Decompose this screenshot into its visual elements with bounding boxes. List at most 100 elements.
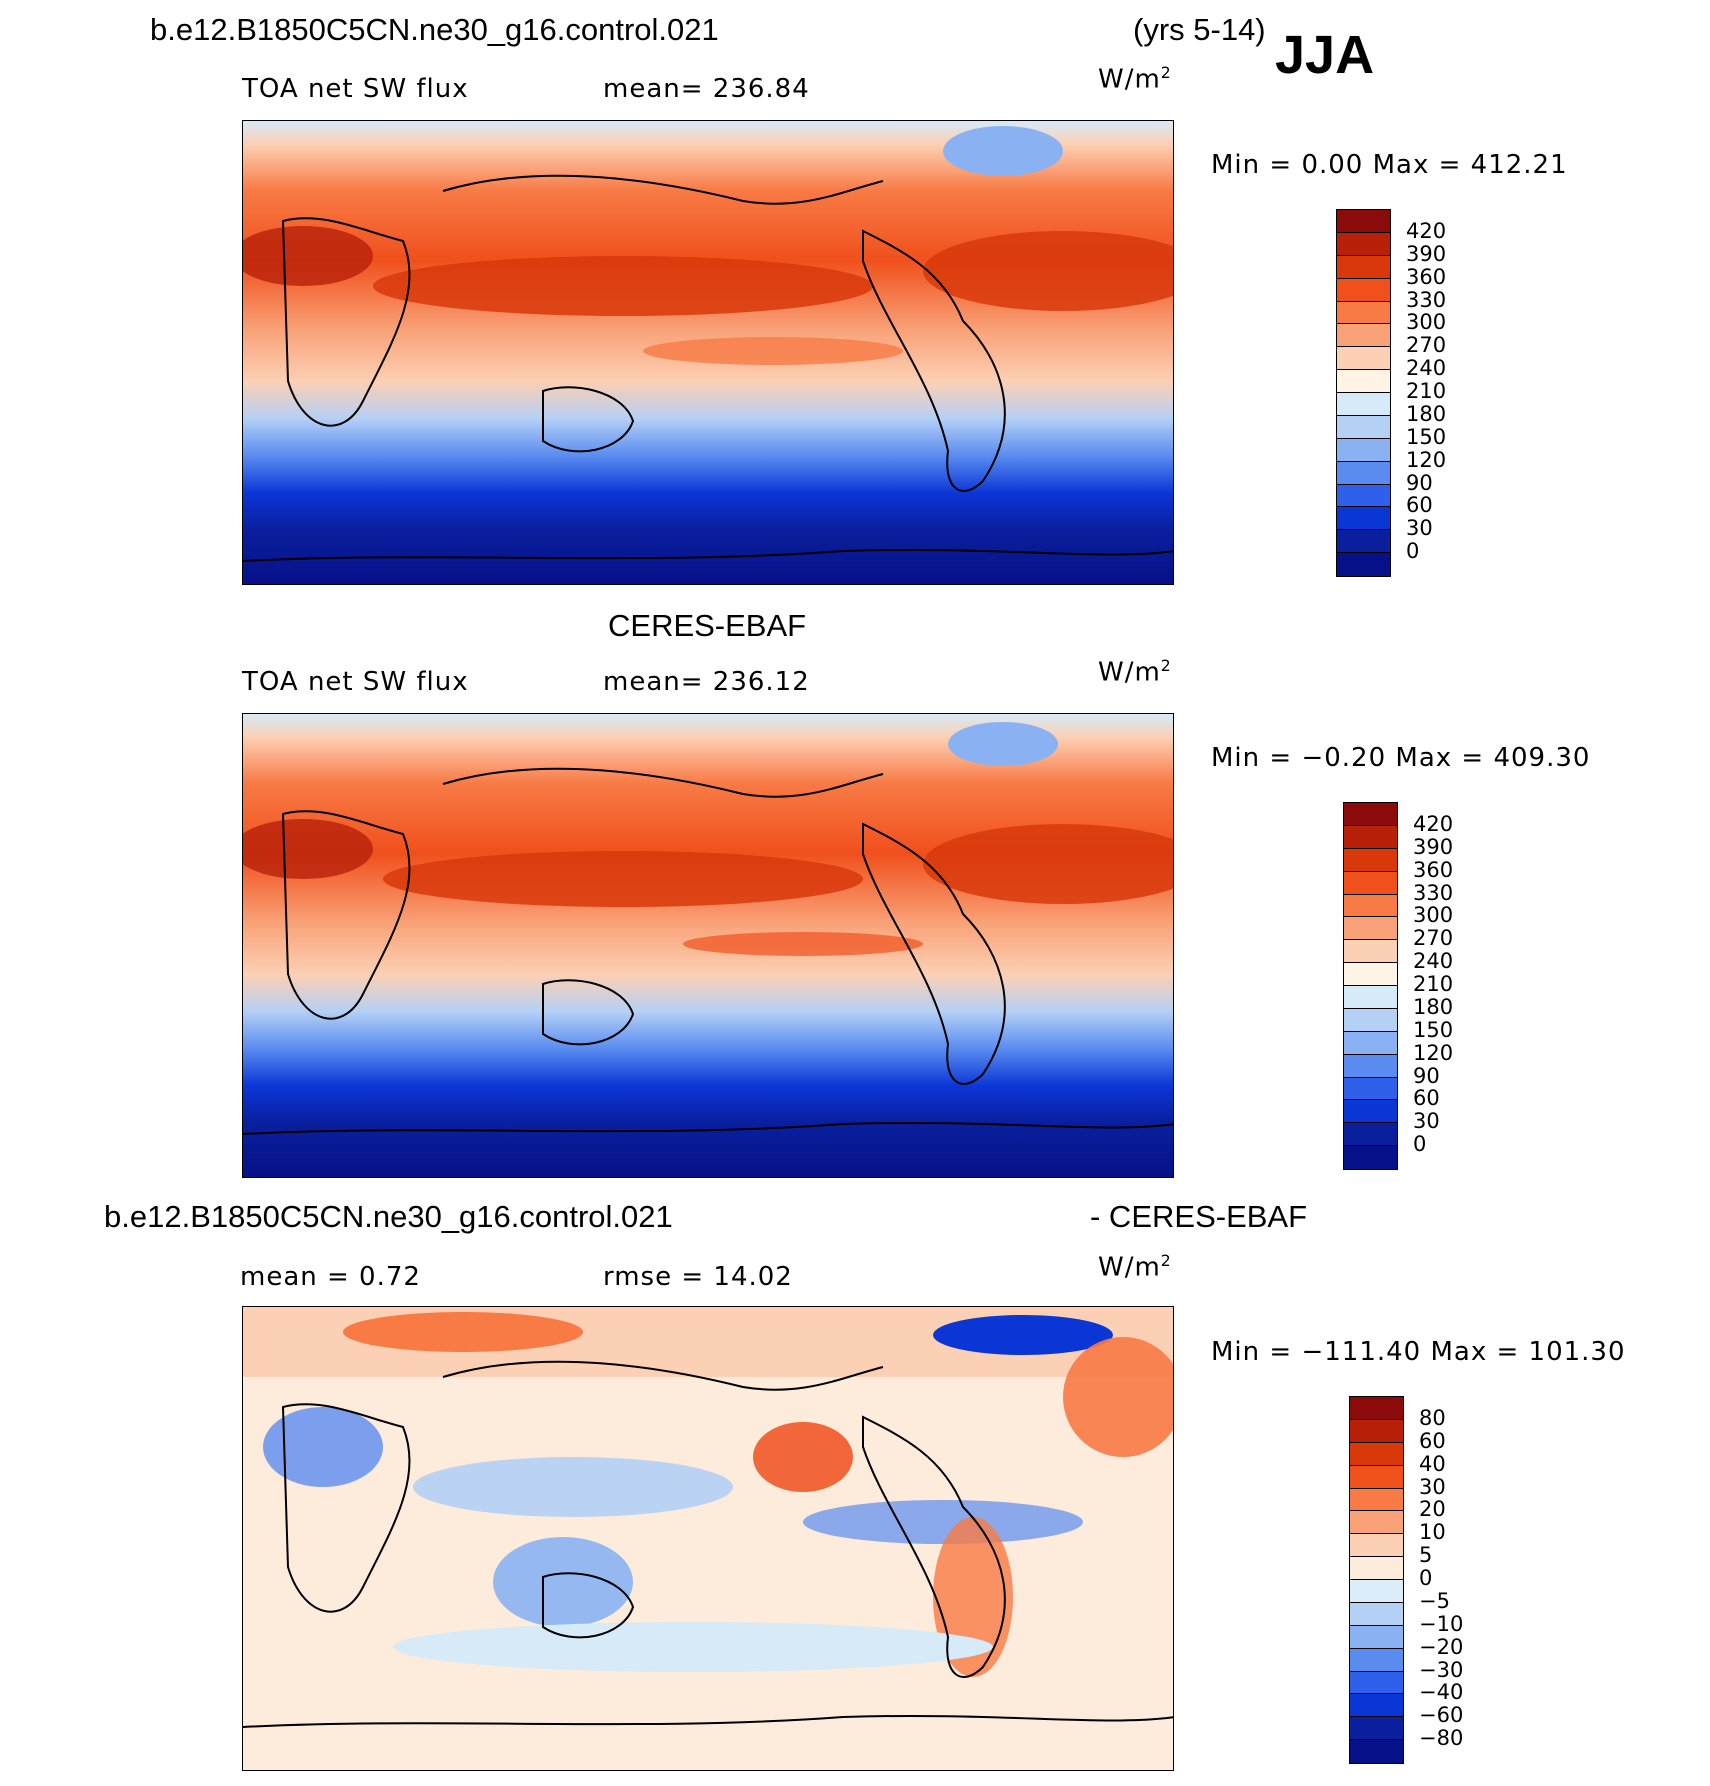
- colorbar-tick-label: 5: [1419, 1543, 1433, 1568]
- colorbar-swatch: [1350, 1465, 1403, 1489]
- panel2-map: [242, 713, 1174, 1178]
- panel3-mean: mean = 0.72: [240, 1262, 421, 1292]
- colorbar-tick-label: 180: [1413, 994, 1454, 1019]
- colorbar-tick-label: −5: [1419, 1588, 1450, 1613]
- colorbar-tick-label: −60: [1419, 1703, 1464, 1728]
- colorbar-swatch: [1344, 825, 1397, 849]
- colorbar-swatch: [1344, 803, 1397, 826]
- colorbar-tick-label: 360: [1406, 264, 1447, 289]
- colorbar-swatch: [1350, 1648, 1403, 1672]
- colorbar-tick-label: 40: [1419, 1451, 1446, 1476]
- panel2-units: W/m2: [1098, 657, 1172, 688]
- colorbar-swatch: [1344, 1008, 1397, 1032]
- colorbar-swatch: [1337, 232, 1390, 256]
- colorbar-swatch: [1350, 1671, 1403, 1695]
- colorbar-tick-label: 240: [1406, 356, 1447, 381]
- colorbar-tick-label: 330: [1406, 287, 1447, 312]
- panel1-units: W/m2: [1098, 64, 1172, 95]
- colorbar-tick-label: −40: [1419, 1680, 1464, 1705]
- colorbar-tick-label: 390: [1413, 834, 1454, 859]
- colorbar-tick-label: −20: [1419, 1634, 1464, 1659]
- colorbar-swatch: [1337, 324, 1390, 348]
- colorbar-tick-label: 60: [1419, 1428, 1446, 1453]
- colorbar-swatch: [1344, 1123, 1397, 1147]
- panel3-map: [242, 1306, 1174, 1771]
- colorbar-swatch: [1337, 393, 1390, 416]
- colorbar-tick-label: 0: [1413, 1132, 1427, 1157]
- colorbar-swatch: [1344, 1031, 1397, 1055]
- colorbar-swatch: [1337, 301, 1390, 325]
- colorbar-tick-label: 10: [1419, 1520, 1446, 1545]
- colorbar-swatch: [1350, 1740, 1403, 1763]
- panel3-units: W/m2: [1098, 1252, 1172, 1283]
- colorbar-swatch: [1337, 507, 1390, 531]
- panel3-rmse: rmse = 14.02: [603, 1262, 793, 1292]
- colorbar-tick-label: 60: [1413, 1086, 1440, 1111]
- colorbar-swatch: [1350, 1511, 1403, 1535]
- colorbar-tick-label: −10: [1419, 1611, 1464, 1636]
- colorbar-swatch: [1344, 894, 1397, 918]
- years-label: (yrs 5-14): [1133, 12, 1266, 47]
- colorbar-tick-label: −80: [1419, 1726, 1464, 1751]
- colorbar-swatch: [1344, 986, 1397, 1009]
- colorbar-swatch: [1344, 848, 1397, 872]
- colorbar-tick-label: 30: [1406, 516, 1433, 541]
- colorbar-tick-label: −30: [1419, 1657, 1464, 1682]
- colorbar-tick-label: 420: [1413, 811, 1454, 836]
- colorbar-swatch: [1344, 871, 1397, 895]
- colorbar-tick-label: 210: [1413, 972, 1454, 996]
- colorbar-tick-label: 80: [1419, 1405, 1446, 1430]
- panel2-mean: mean= 236.12: [603, 667, 810, 697]
- panel1-colorbar: [1336, 209, 1391, 577]
- panel2-title: CERES-EBAF: [608, 608, 807, 643]
- colorbar-tick-label: 20: [1419, 1497, 1446, 1522]
- colorbar-tick-label: 0: [1419, 1566, 1433, 1590]
- colorbar-swatch: [1337, 210, 1390, 233]
- colorbar-tick-label: 180: [1406, 401, 1447, 426]
- panel1-minmax: Min = 0.00 Max = 412.21: [1211, 150, 1568, 180]
- colorbar-tick-label: 420: [1406, 218, 1447, 243]
- colorbar-swatch: [1350, 1602, 1403, 1626]
- colorbar-tick-label: 90: [1406, 470, 1433, 495]
- colorbar-swatch: [1350, 1694, 1403, 1718]
- panel1-variable: TOA net SW flux: [242, 74, 469, 104]
- colorbar-swatch: [1337, 415, 1390, 439]
- colorbar-tick-label: 300: [1413, 903, 1454, 928]
- panel3-colorbar: [1349, 1396, 1404, 1764]
- panel2-variable: TOA net SW flux: [242, 667, 469, 697]
- panel3-map-field: [243, 1307, 1173, 1770]
- colorbar-tick-label: 360: [1413, 857, 1454, 882]
- colorbar-tick-label: 120: [1406, 447, 1447, 472]
- colorbar-swatch: [1337, 530, 1390, 554]
- colorbar-tick-label: 240: [1413, 949, 1454, 974]
- colorbar-tick-label: 120: [1413, 1040, 1454, 1065]
- colorbar-tick-label: 210: [1406, 379, 1447, 403]
- colorbar-swatch: [1337, 278, 1390, 302]
- colorbar-tick-label: 150: [1406, 424, 1447, 449]
- panel2-colorbar: [1343, 802, 1398, 1170]
- panel1-mean: mean= 236.84: [603, 74, 810, 104]
- colorbar-swatch: [1350, 1442, 1403, 1466]
- colorbar-swatch: [1344, 1146, 1397, 1169]
- panel3-minmax: Min = −111.40 Max = 101.30: [1211, 1337, 1626, 1367]
- colorbar-swatch: [1344, 940, 1397, 964]
- colorbar-swatch: [1350, 1717, 1403, 1741]
- colorbar-swatch: [1350, 1534, 1403, 1558]
- colorbar-swatch: [1337, 347, 1390, 371]
- panel1-map: [242, 120, 1174, 585]
- panel3-title-right: - CERES-EBAF: [1090, 1199, 1308, 1234]
- colorbar-tick-label: 390: [1406, 241, 1447, 266]
- season-label: JJA: [1275, 25, 1375, 85]
- panel1-map-field: [243, 121, 1173, 584]
- colorbar-tick-label: 0: [1406, 539, 1420, 564]
- colorbar-swatch: [1337, 370, 1390, 393]
- colorbar-tick-label: 30: [1413, 1109, 1440, 1134]
- colorbar-swatch: [1350, 1557, 1403, 1580]
- colorbar-swatch: [1337, 255, 1390, 279]
- colorbar-tick-label: 150: [1413, 1017, 1454, 1042]
- panel2-map-field: [243, 714, 1173, 1177]
- colorbar-tick-label: 270: [1406, 333, 1447, 358]
- colorbar-swatch: [1350, 1580, 1403, 1603]
- colorbar-swatch: [1344, 1077, 1397, 1101]
- colorbar-swatch: [1350, 1488, 1403, 1512]
